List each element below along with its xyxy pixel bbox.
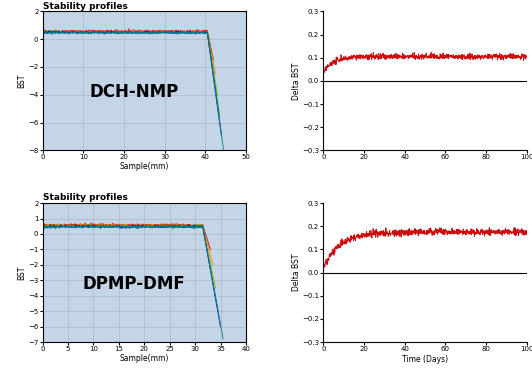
Y-axis label: Delta BST: Delta BST <box>292 62 301 100</box>
Y-axis label: BST: BST <box>18 74 27 88</box>
Y-axis label: BST: BST <box>18 265 27 280</box>
Text: DPMP-DMF: DPMP-DMF <box>82 275 186 293</box>
Text: Stability profiles: Stability profiles <box>43 193 128 202</box>
Text: DCH-NMP: DCH-NMP <box>89 83 179 101</box>
X-axis label: Sample(mm): Sample(mm) <box>120 353 169 363</box>
X-axis label: Sample(mm): Sample(mm) <box>120 162 169 171</box>
Y-axis label: Delta BST: Delta BST <box>292 254 301 291</box>
Text: Stability profiles: Stability profiles <box>43 2 128 11</box>
X-axis label: Time (Days): Time (Days) <box>402 355 448 364</box>
